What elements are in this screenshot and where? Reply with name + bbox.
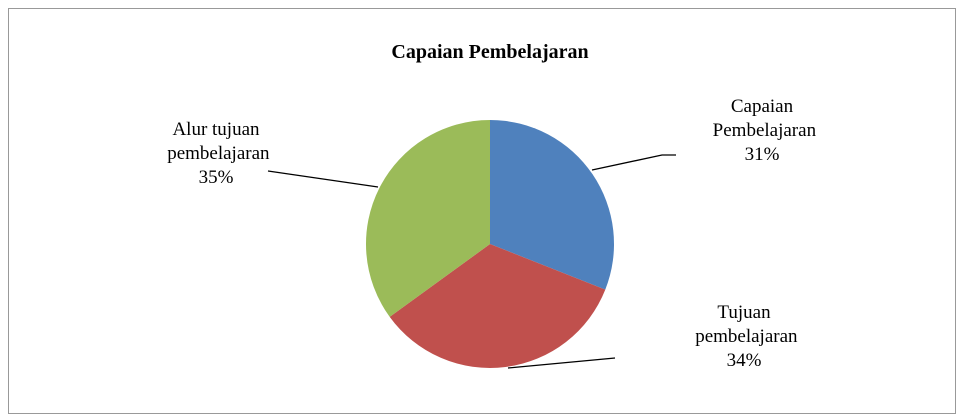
data-label-value: 35% — [199, 167, 234, 188]
pie-slice — [366, 120, 490, 317]
data-label-category: Alur tujuan pembelajaran — [162, 119, 270, 164]
leader-line — [591, 154, 676, 171]
leader-line — [267, 170, 379, 188]
leader-line — [507, 357, 616, 369]
data-label-value: 34% — [727, 350, 762, 371]
pie-slice — [490, 120, 614, 290]
pie-slice — [389, 244, 606, 369]
data-label-category: Tujuan pembelajaran — [690, 302, 798, 347]
data-label-category: Capaian Pembelajaran — [708, 96, 817, 141]
chart-title: Capaian Pembelajaran — [391, 41, 588, 63]
data-label-value: 31% — [745, 144, 780, 165]
